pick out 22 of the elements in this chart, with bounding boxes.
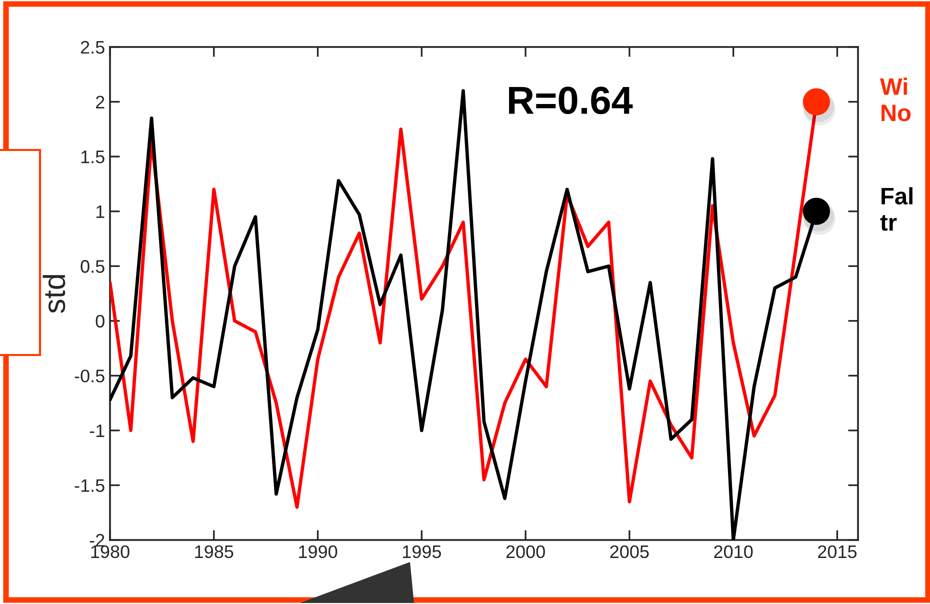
- text: Fal tr: [880, 187, 912, 231]
- text: Wi No: [880, 78, 911, 122]
- x-tick-label: 2010: [714, 545, 753, 558]
- y-tick-label: 2: [96, 96, 104, 108]
- y-axis-title: std: [42, 275, 66, 314]
- y-tick-label: 2.5: [80, 40, 104, 54]
- y-tick-label: 1.5: [81, 150, 104, 164]
- x-tick-label: 2000: [506, 545, 545, 558]
- x-tick-label: 2015: [818, 545, 857, 558]
- y-tick-label: 0.5: [80, 260, 104, 273]
- x-tick-label: 1985: [195, 545, 234, 558]
- x-tick-label: 1990: [299, 545, 338, 558]
- x-tick-label: 2005: [610, 545, 649, 558]
- y-tick-label: 1: [96, 205, 104, 218]
- y-tick-label: -1.5: [74, 479, 104, 492]
- y-tick-label: -2: [90, 534, 104, 547]
- y-tick-label: -1: [90, 424, 104, 437]
- y-tick-label: -0.5: [74, 370, 104, 382]
- annotation: R=0.64: [509, 86, 633, 114]
- y-tick-label: 0: [96, 314, 104, 328]
- x-tick-label: 1995: [402, 545, 441, 558]
- x-tick-label: 1980: [91, 545, 130, 558]
